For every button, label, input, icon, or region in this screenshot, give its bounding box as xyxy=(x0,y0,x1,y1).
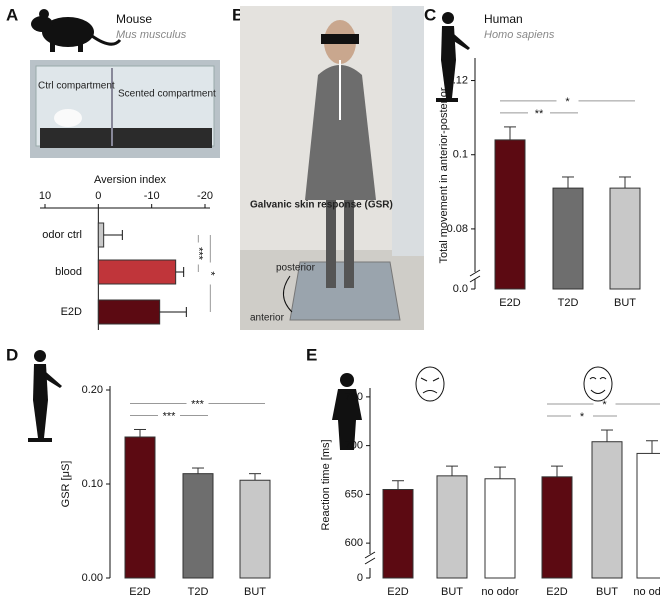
x-tick-label: -10 xyxy=(144,190,160,202)
mouse-photo xyxy=(30,60,220,158)
category-label: E2D xyxy=(129,586,150,598)
category-label: BUT xyxy=(441,586,463,598)
category-label: T2D xyxy=(188,586,209,598)
bar xyxy=(97,299,161,325)
species: Mouse xyxy=(116,12,152,26)
y-tick-label: 0.10 xyxy=(82,478,103,490)
panel-letter: C xyxy=(424,5,436,24)
significance-label: * xyxy=(580,411,585,423)
x-tick-label: -20 xyxy=(197,190,213,202)
panel-letter: E xyxy=(306,345,317,364)
axis-break xyxy=(364,551,376,565)
human-icon xyxy=(28,350,362,450)
significance-label: * xyxy=(565,96,570,108)
category-label: BUT xyxy=(614,297,636,309)
species-latin: Mus musculus xyxy=(116,29,187,41)
species: Human xyxy=(484,12,523,26)
category-label: odor ctrl xyxy=(42,229,82,241)
significance-label: * xyxy=(602,399,607,411)
y-tick-label: 0.20 xyxy=(82,384,103,396)
photo-label: Ctrl compartment xyxy=(38,81,115,92)
y-axis-label: Total movement in anterior-posterior xyxy=(438,87,450,263)
bar xyxy=(97,259,177,285)
category-label: E2D xyxy=(61,306,82,318)
significance-label: ** xyxy=(535,108,544,120)
y-tick-label: 0.00 xyxy=(82,572,103,584)
category-label: BUT xyxy=(596,586,618,598)
bar xyxy=(124,436,156,579)
y-tick-label: 750 xyxy=(345,391,363,403)
category-label: no odor xyxy=(633,586,660,598)
bar xyxy=(484,478,516,579)
bar xyxy=(552,187,584,290)
y-tick-label: 600 xyxy=(345,537,363,549)
photo-label: Galvanic skin response (GSR) xyxy=(250,200,393,211)
y-tick-label: 0 xyxy=(357,572,363,584)
bar xyxy=(636,452,660,579)
axis-break xyxy=(469,269,481,283)
photo-label: posterior xyxy=(276,263,316,274)
y-tick-label: 700 xyxy=(345,440,363,452)
mouse-icon xyxy=(31,9,122,52)
y-tick-label: 0.08 xyxy=(447,223,468,235)
y-tick-label: 0.0 xyxy=(453,283,468,295)
species-latin: Homo sapiens xyxy=(484,29,555,41)
category-label: BUT xyxy=(244,586,266,598)
bar xyxy=(541,476,573,579)
x-tick-label: 0 xyxy=(95,190,101,202)
y-axis-label: Reaction time [ms] xyxy=(320,439,332,530)
category-label: E2D xyxy=(546,586,567,598)
category-label: E2D xyxy=(499,297,520,309)
significance-label: *** xyxy=(191,398,205,410)
y-tick-label: 0.12 xyxy=(447,74,468,86)
category-label: E2D xyxy=(387,586,408,598)
significance-label: *** xyxy=(163,410,177,422)
arrow xyxy=(283,275,293,313)
significance-label: *** xyxy=(192,247,204,261)
bar xyxy=(494,139,526,290)
human-icon xyxy=(436,12,470,102)
bar xyxy=(382,489,414,579)
y-tick-label: 650 xyxy=(345,488,363,500)
category-label: blood xyxy=(55,266,82,278)
bar xyxy=(182,473,214,579)
panel-letter: D xyxy=(6,345,18,364)
x-tick-label: 10 xyxy=(39,190,51,202)
significance-label: * xyxy=(204,271,216,276)
bar xyxy=(239,479,271,579)
photo-label: Scented compartment xyxy=(118,89,216,100)
face-icon xyxy=(415,366,613,402)
subject-photo xyxy=(240,6,424,330)
category-label: T2D xyxy=(558,297,579,309)
y-axis-label: GSR [μS] xyxy=(60,461,72,508)
chart-title: Aversion index xyxy=(94,174,166,186)
bar xyxy=(591,441,623,579)
photo-label: anterior xyxy=(250,313,285,324)
bar xyxy=(97,222,105,248)
category-label: no odor xyxy=(481,586,519,598)
bar xyxy=(609,187,641,290)
panel-letter: A xyxy=(6,5,18,24)
bar xyxy=(436,475,468,579)
y-tick-label: 0.1 xyxy=(453,149,468,161)
